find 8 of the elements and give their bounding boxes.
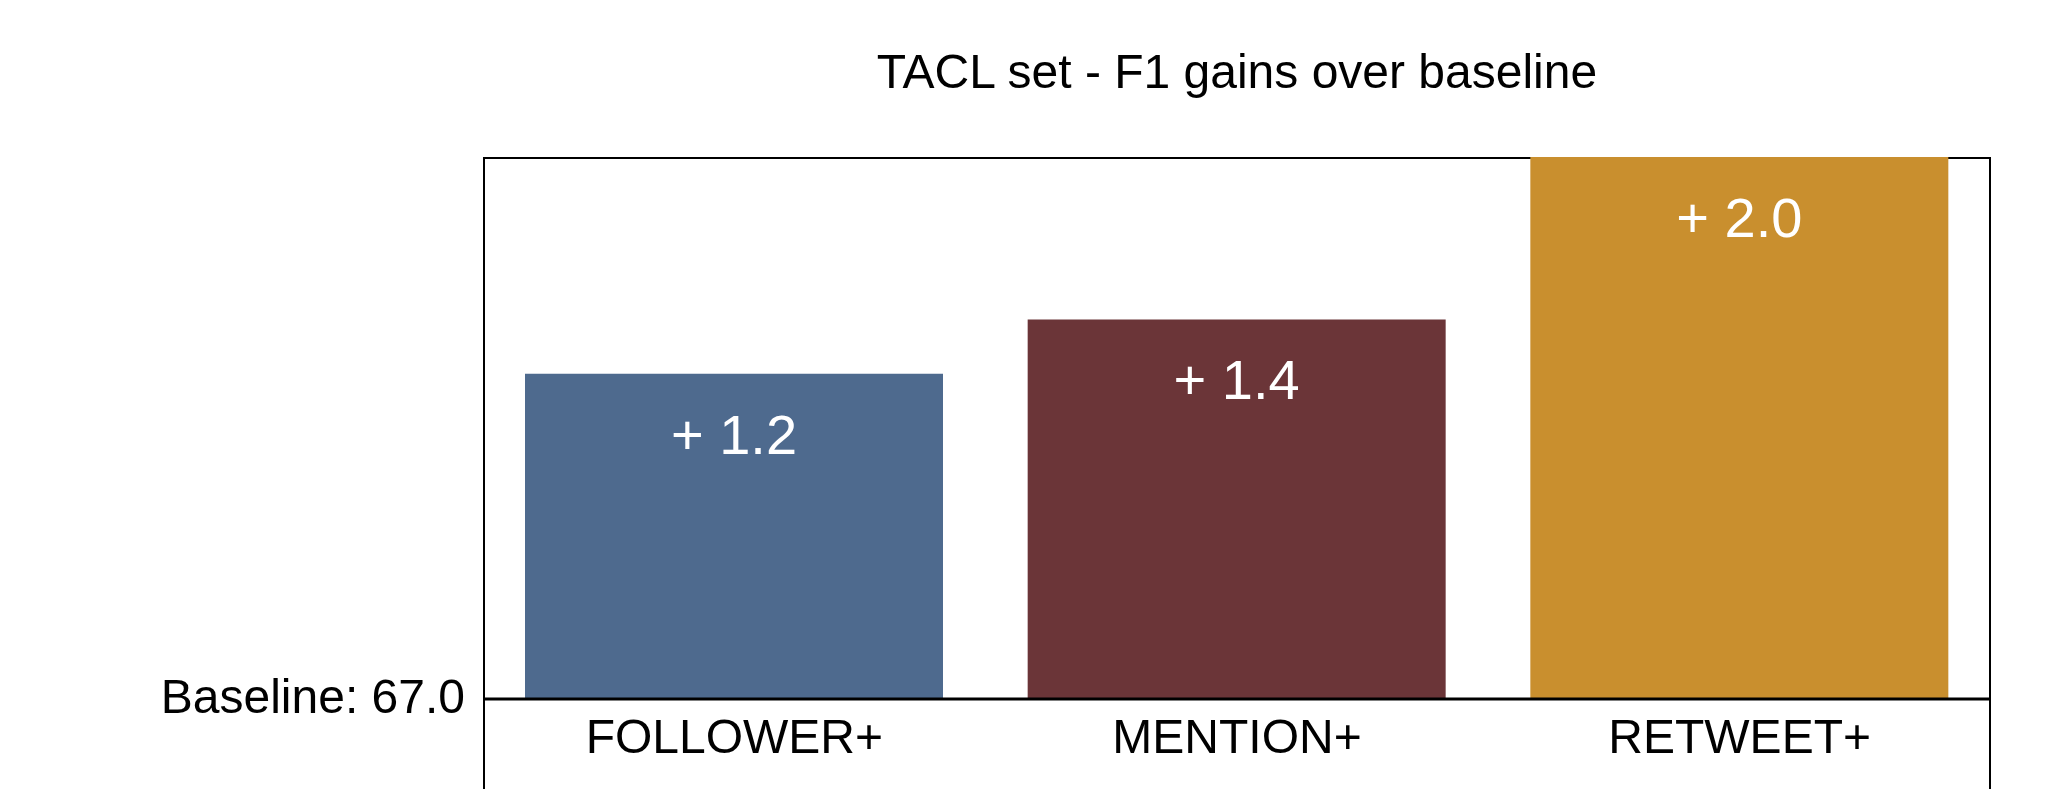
data-label: + 1.2 xyxy=(670,402,798,466)
x-tick-label: MENTION+ xyxy=(1112,710,1362,764)
text: Baseline: 67.0 xyxy=(160,669,465,725)
data-label: + 2.0 xyxy=(1676,185,1803,249)
data-label: + 1.4 xyxy=(1173,348,1300,412)
x-tick-label: RETWEET+ xyxy=(1608,710,1872,764)
chart-title: TACL set - F1 gains over baseline xyxy=(875,44,1599,99)
x-tick-label: FOLLOWER+ xyxy=(585,710,884,764)
